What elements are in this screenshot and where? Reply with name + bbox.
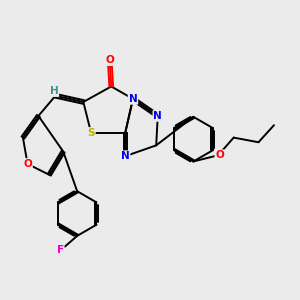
Text: N: N bbox=[153, 111, 162, 121]
Text: O: O bbox=[23, 159, 32, 169]
Text: S: S bbox=[87, 128, 95, 138]
Text: N: N bbox=[121, 151, 130, 161]
Text: H: H bbox=[50, 86, 58, 96]
Text: F: F bbox=[57, 245, 64, 255]
Text: O: O bbox=[215, 150, 224, 160]
Text: N: N bbox=[129, 94, 137, 104]
Text: O: O bbox=[105, 55, 114, 65]
